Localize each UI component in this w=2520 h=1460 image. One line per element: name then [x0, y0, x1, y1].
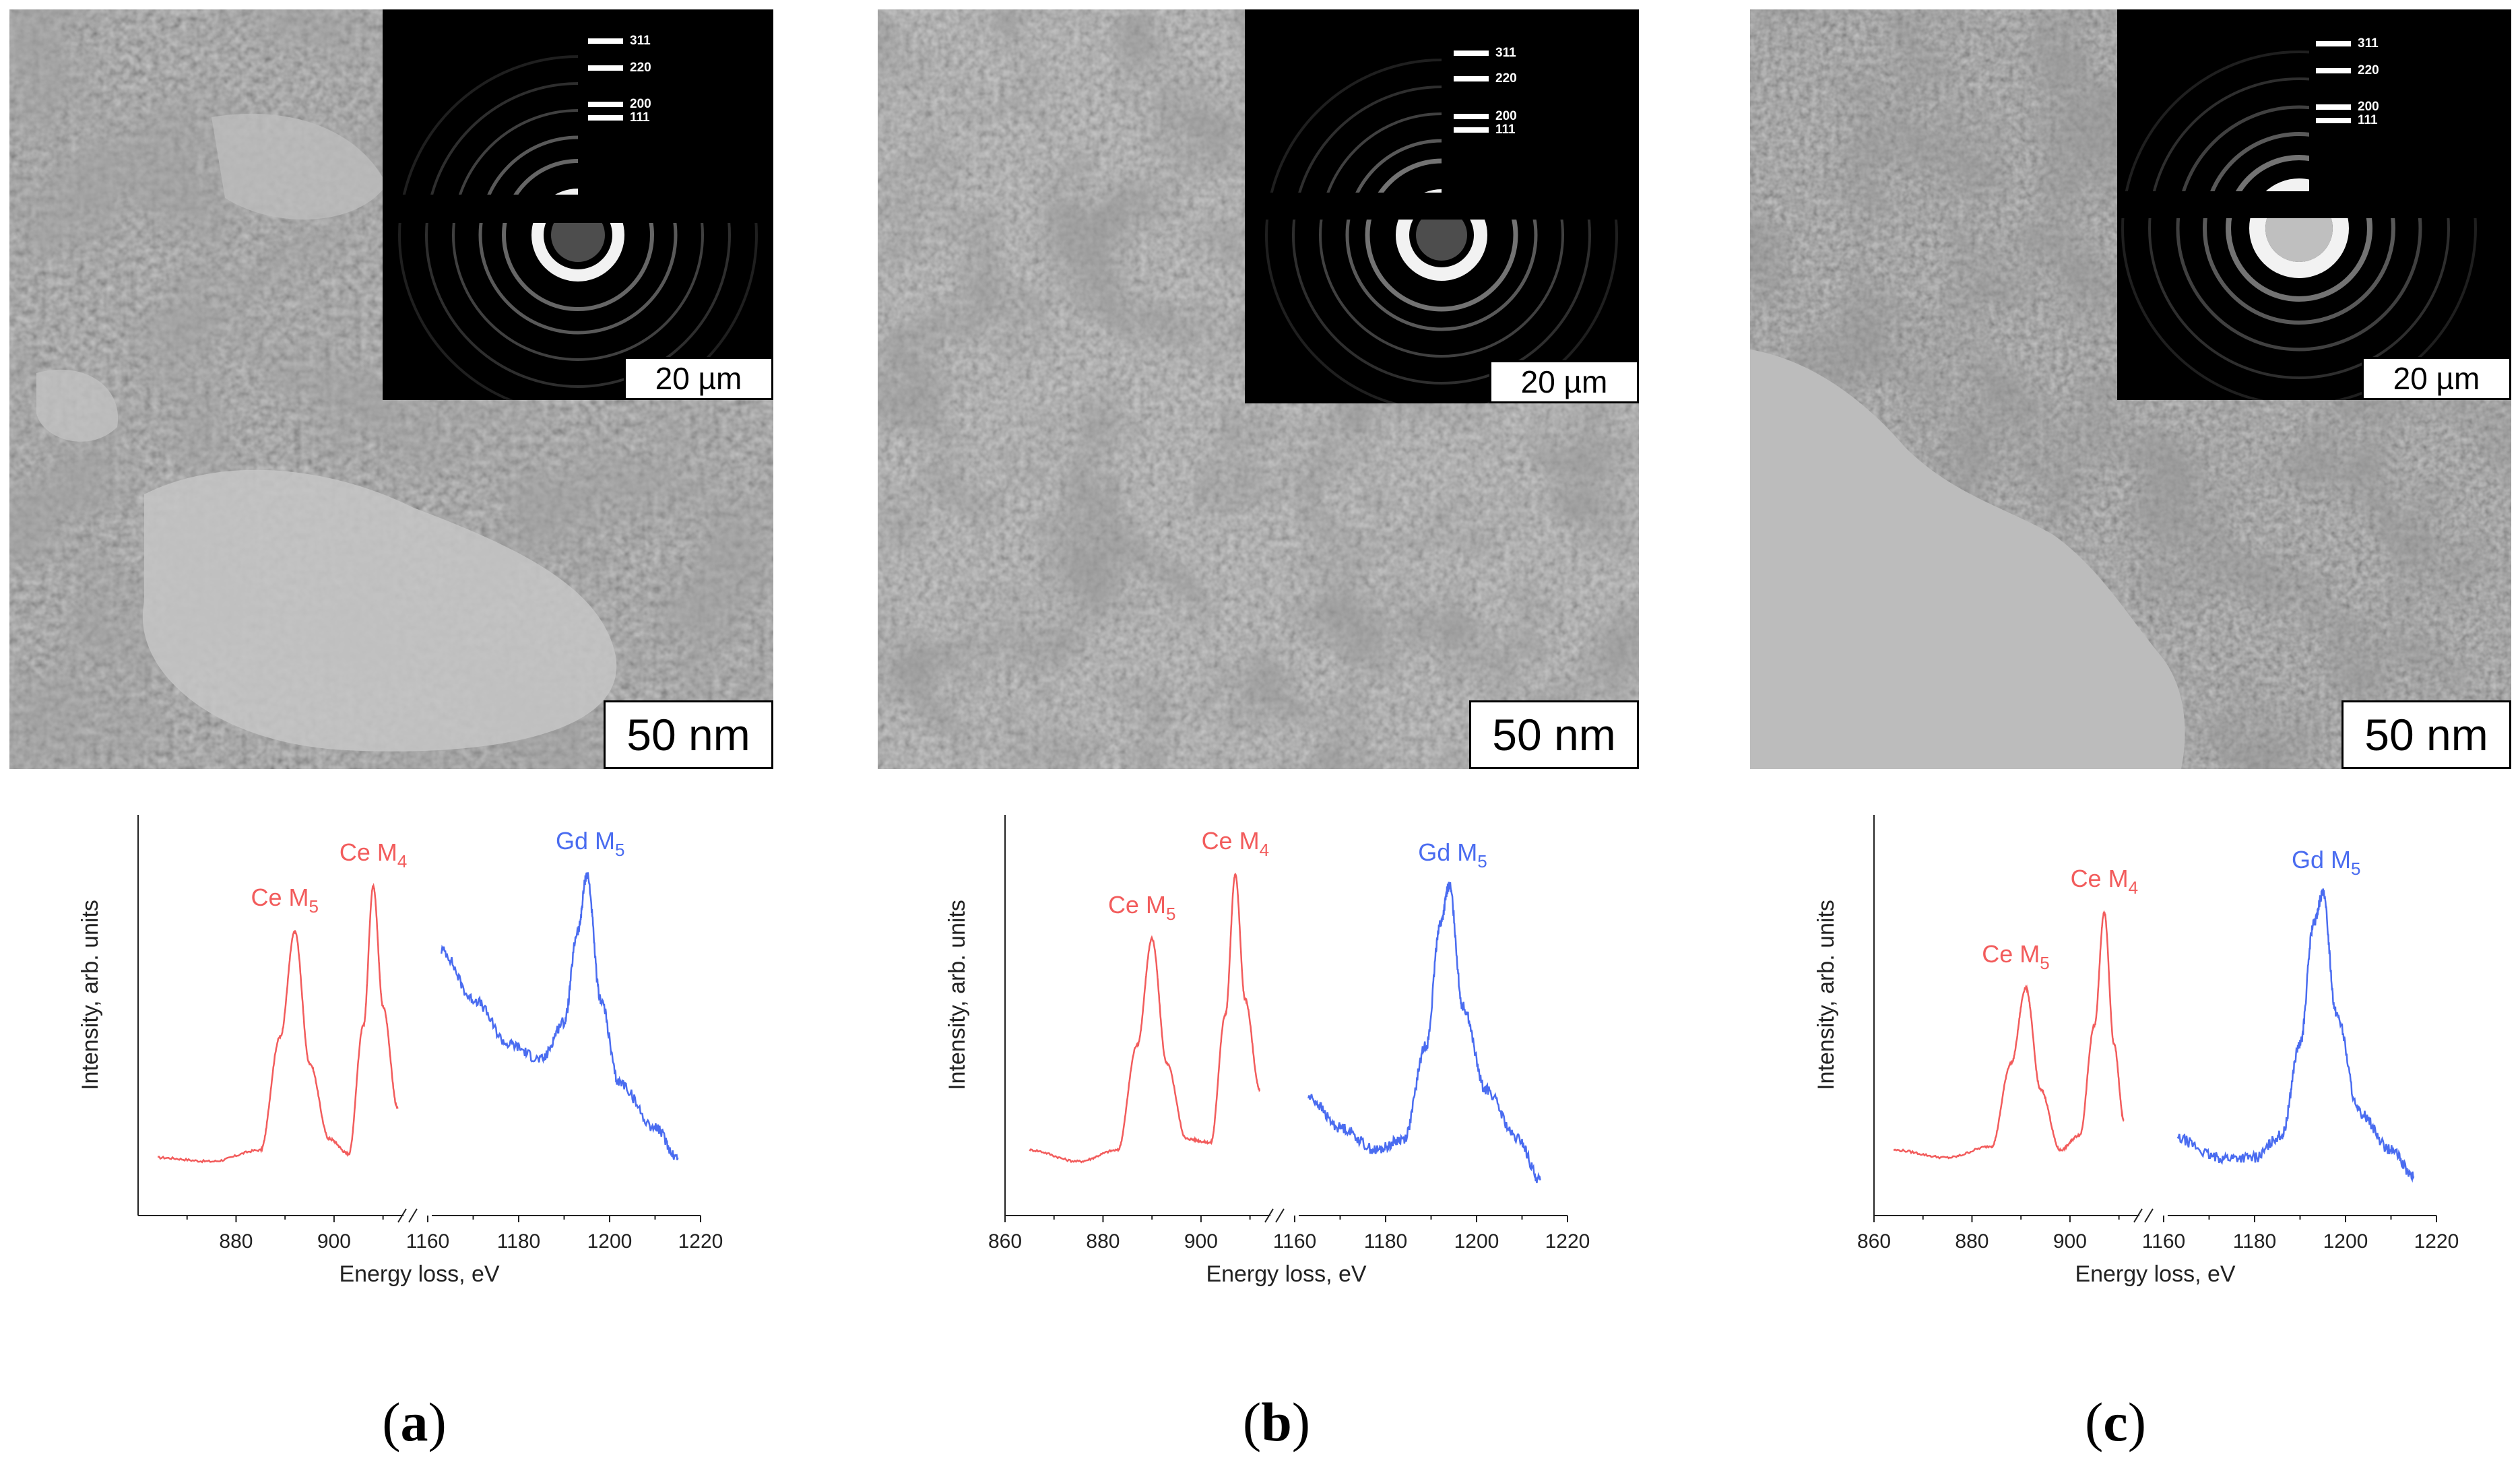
tem-scale-bar: 50 nm [2341, 700, 2511, 769]
x-tick-label: 1220 [2414, 1230, 2459, 1253]
ce-m5-label: Ce M5 [1108, 891, 1175, 924]
panel-a: 311 220 200 111 20 µm 50 nm 880 900 1160 11… [0, 0, 842, 1460]
x-tick-label: 1220 [678, 1230, 723, 1253]
ring-label-311: 311 [1495, 46, 1516, 60]
y-axis-title: Intensity, arb. units [77, 900, 103, 1090]
ring-label-200: 200 [630, 97, 651, 111]
saed-pattern [383, 9, 773, 400]
x-tick-label: 900 [317, 1230, 351, 1253]
x-tick-label: 1160 [406, 1230, 450, 1253]
ring-label-220: 220 [630, 61, 651, 75]
x-tick-label: 1160 [1273, 1230, 1317, 1253]
saed-inset: 311 220 200 111 20 µm [2117, 9, 2511, 400]
ring-label-220: 220 [1495, 71, 1517, 86]
saed-scale-bar: 20 µm [2362, 357, 2511, 400]
x-tick-label: 860 [1857, 1230, 1891, 1253]
axis-break [397, 1208, 418, 1223]
gd-series-line [441, 872, 679, 1160]
saed-scale-bar: 20 µm [1489, 360, 1639, 403]
axes [1873, 815, 2437, 1223]
x-tick-label: 1180 [1364, 1230, 1408, 1253]
ring-label-311: 311 [2358, 36, 2379, 51]
y-axis-title: Intensity, arb. units [944, 900, 970, 1090]
y-axis-title: Intensity, arb. units [1813, 900, 1839, 1090]
saed-inset: 311 220 200 111 20 µm [383, 9, 773, 400]
x-axis-title: Energy loss, eV [339, 1261, 499, 1287]
panel-caption: (a) [382, 1391, 447, 1453]
gd-m5-label: Gd M5 [2292, 846, 2360, 879]
eels-chart: 860 880 900 1160 1180 1200 1220 Energy loss, eV… [1813, 815, 2459, 1287]
ce-m5-label: Ce M5 [251, 884, 318, 917]
saed-pattern [1245, 9, 1639, 403]
saed-scale-bar: 20 µm [624, 357, 773, 400]
ce-series-line [1029, 872, 1261, 1164]
tem-image: 311 220 200 111 20 µm 50 nm [1750, 9, 2511, 769]
eels-spectrum: 880 900 1160 1180 1200 1220 Energy loss, eV Int… [0, 805, 842, 1357]
x-tick-label: 900 [1184, 1230, 1218, 1253]
ring-label-200: 200 [2358, 100, 2379, 114]
x-tick-label: 1180 [497, 1230, 541, 1253]
ring-label-111: 111 [1495, 123, 1516, 137]
saed-inset: 311 220 200 111 20 µm [1245, 9, 1639, 403]
x-tick-label: 1200 [587, 1230, 633, 1253]
tem-scale-bar: 50 nm [604, 700, 773, 769]
x-tick-label: 880 [1955, 1230, 1989, 1253]
ce-m5-label: Ce M5 [1982, 940, 2049, 973]
x-tick-label: 1200 [1454, 1230, 1499, 1253]
gd-series-line [2176, 888, 2415, 1183]
x-axis-title: Energy loss, eV [2075, 1261, 2235, 1287]
gd-series-line [1307, 882, 1541, 1183]
axes [137, 815, 701, 1223]
x-axis-title: Energy loss, eV [1206, 1261, 1366, 1287]
ce-series-line [158, 882, 399, 1164]
axis-break [2133, 1208, 2154, 1223]
panel-c: 311 220 200 111 20 µm 50 nm 860 880 900 116… [1738, 0, 2520, 1460]
x-tick-label: 1180 [2233, 1230, 2277, 1253]
tem-image: 311 220 200 111 20 µm 50 nm [878, 9, 1639, 769]
eels-spectrum: 860 880 900 1160 1180 1200 1220 Energy loss, eV… [1738, 805, 2520, 1357]
x-tick-label: 1220 [1545, 1230, 1590, 1253]
axis-break [1264, 1208, 1285, 1223]
ring-label-200: 200 [1495, 109, 1517, 123]
ring-label-220: 220 [2358, 63, 2379, 77]
panel-b: 311 220 200 111 20 µm 50 nm 860 880 900 116… [869, 0, 1711, 1460]
gd-m5-label: Gd M5 [556, 827, 624, 860]
ce-series-line [1893, 910, 2125, 1160]
panel-caption: (b) [1242, 1391, 1311, 1453]
eels-chart: 860 880 900 1160 1180 1200 1220 Energy loss, eV… [944, 815, 1590, 1287]
eels-chart: 880 900 1160 1180 1200 1220 Energy loss, eV Int… [77, 815, 723, 1287]
saed-pattern [2117, 9, 2511, 400]
tem-scale-bar: 50 nm [1469, 700, 1639, 769]
axes [1004, 815, 1568, 1223]
ce-m4-label: Ce M4 [340, 838, 407, 871]
ce-m4-label: Ce M4 [1202, 827, 1269, 860]
ring-label-311: 311 [630, 34, 651, 48]
eels-spectrum: 860 880 900 1160 1180 1200 1220 Energy loss, eV… [869, 805, 1711, 1357]
ring-label-111: 111 [630, 110, 650, 125]
ce-m4-label: Ce M4 [2071, 865, 2138, 898]
x-tick-label: 900 [2053, 1230, 2087, 1253]
tem-image: 311 220 200 111 20 µm 50 nm [9, 9, 773, 769]
x-tick-label: 880 [219, 1230, 253, 1253]
panel-caption: (c) [2084, 1391, 2147, 1453]
x-tick-label: 1160 [2142, 1230, 2186, 1253]
gd-m5-label: Gd M5 [1418, 838, 1487, 871]
x-tick-label: 880 [1086, 1230, 1120, 1253]
x-tick-label: 1200 [2323, 1230, 2368, 1253]
x-tick-label: 860 [988, 1230, 1022, 1253]
ring-label-111: 111 [2358, 113, 2378, 127]
